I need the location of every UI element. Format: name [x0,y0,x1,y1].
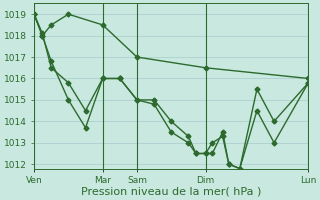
X-axis label: Pression niveau de la mer( hPa ): Pression niveau de la mer( hPa ) [81,187,261,197]
